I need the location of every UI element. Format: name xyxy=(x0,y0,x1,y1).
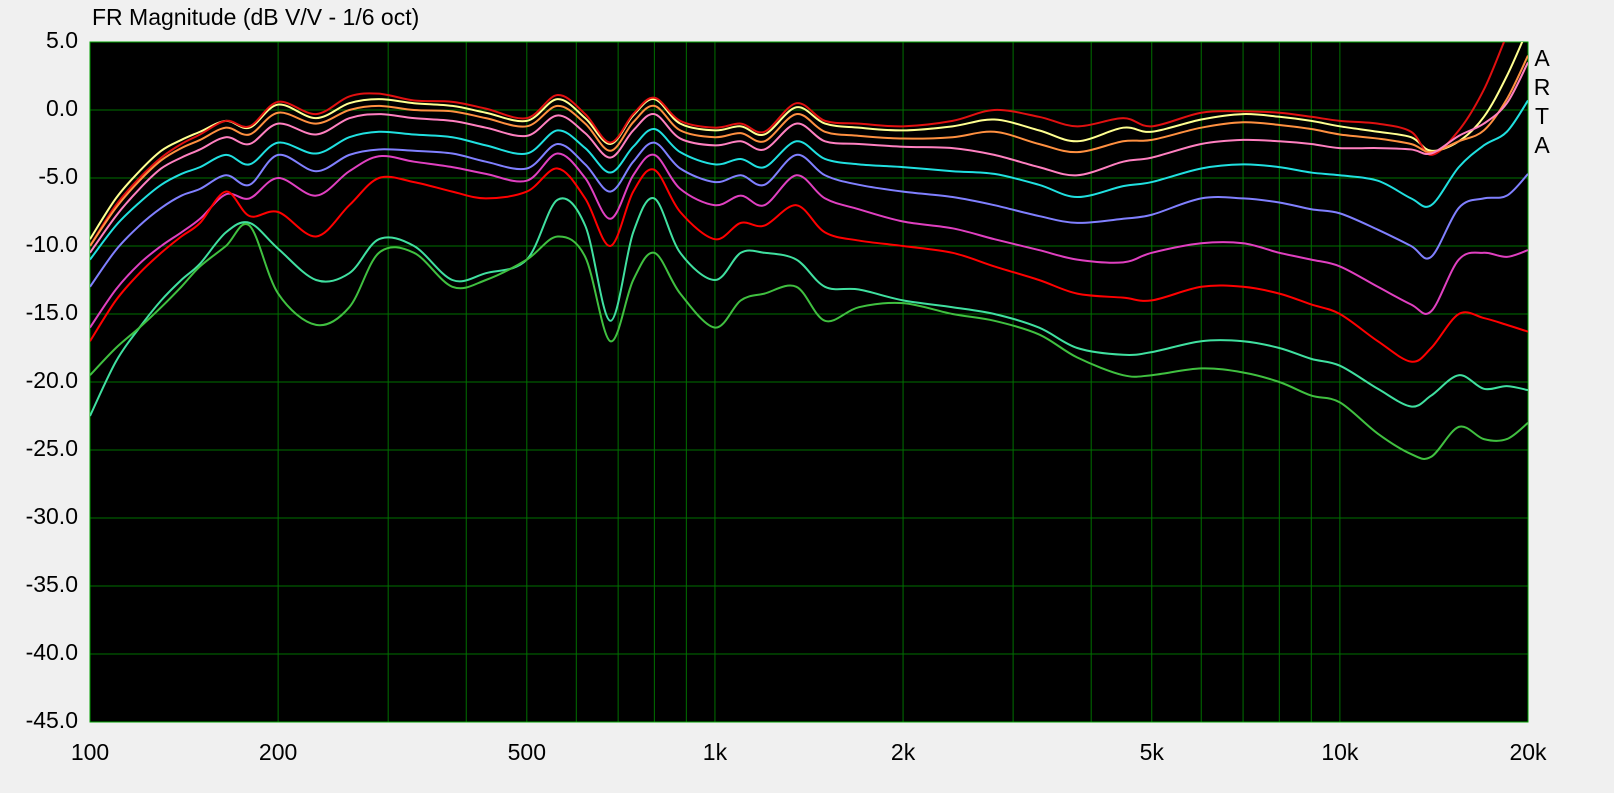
series-line xyxy=(90,42,1524,240)
x-tick-label: 500 xyxy=(508,739,546,765)
series-line xyxy=(90,141,1528,288)
series-line xyxy=(90,42,1506,247)
y-tick-label: -45.0 xyxy=(26,707,78,733)
x-tick-label: 2k xyxy=(891,739,916,765)
x-tick-label: 1k xyxy=(703,739,728,765)
y-tick-label: -30.0 xyxy=(26,503,78,529)
x-tick-label: 20k xyxy=(1509,739,1547,765)
series-line xyxy=(90,55,1528,247)
y-tick-label: -10.0 xyxy=(26,231,78,257)
y-tick-label: -20.0 xyxy=(26,367,78,393)
x-tick-label: 10k xyxy=(1321,739,1359,765)
plot-border xyxy=(89,41,1529,723)
series-line xyxy=(90,197,1528,417)
series-line xyxy=(90,152,1528,329)
series-line xyxy=(90,222,1528,460)
x-tick-label: 100 xyxy=(71,739,109,765)
watermark-letter: A xyxy=(1534,132,1550,158)
y-tick-label: 5.0 xyxy=(46,27,78,53)
series-line xyxy=(90,167,1528,363)
y-tick-label: -25.0 xyxy=(26,435,78,461)
y-tick-label: -40.0 xyxy=(26,639,78,665)
watermark-letter: T xyxy=(1535,103,1549,129)
series-line xyxy=(90,61,1528,254)
series-group xyxy=(90,42,1528,460)
chart-title: FR Magnitude (dB V/V - 1/6 oct) xyxy=(92,4,419,30)
y-tick-label: -35.0 xyxy=(26,571,78,597)
watermark-letter: A xyxy=(1534,45,1550,71)
x-tick-label: 200 xyxy=(259,739,297,765)
y-tick-label: -15.0 xyxy=(26,299,78,325)
series-line xyxy=(90,99,1528,261)
watermark-letter: R xyxy=(1534,74,1551,100)
y-tick-label: 0.0 xyxy=(46,95,78,121)
y-tick-label: -5.0 xyxy=(38,163,78,189)
x-tick-label: 5k xyxy=(1140,739,1165,765)
